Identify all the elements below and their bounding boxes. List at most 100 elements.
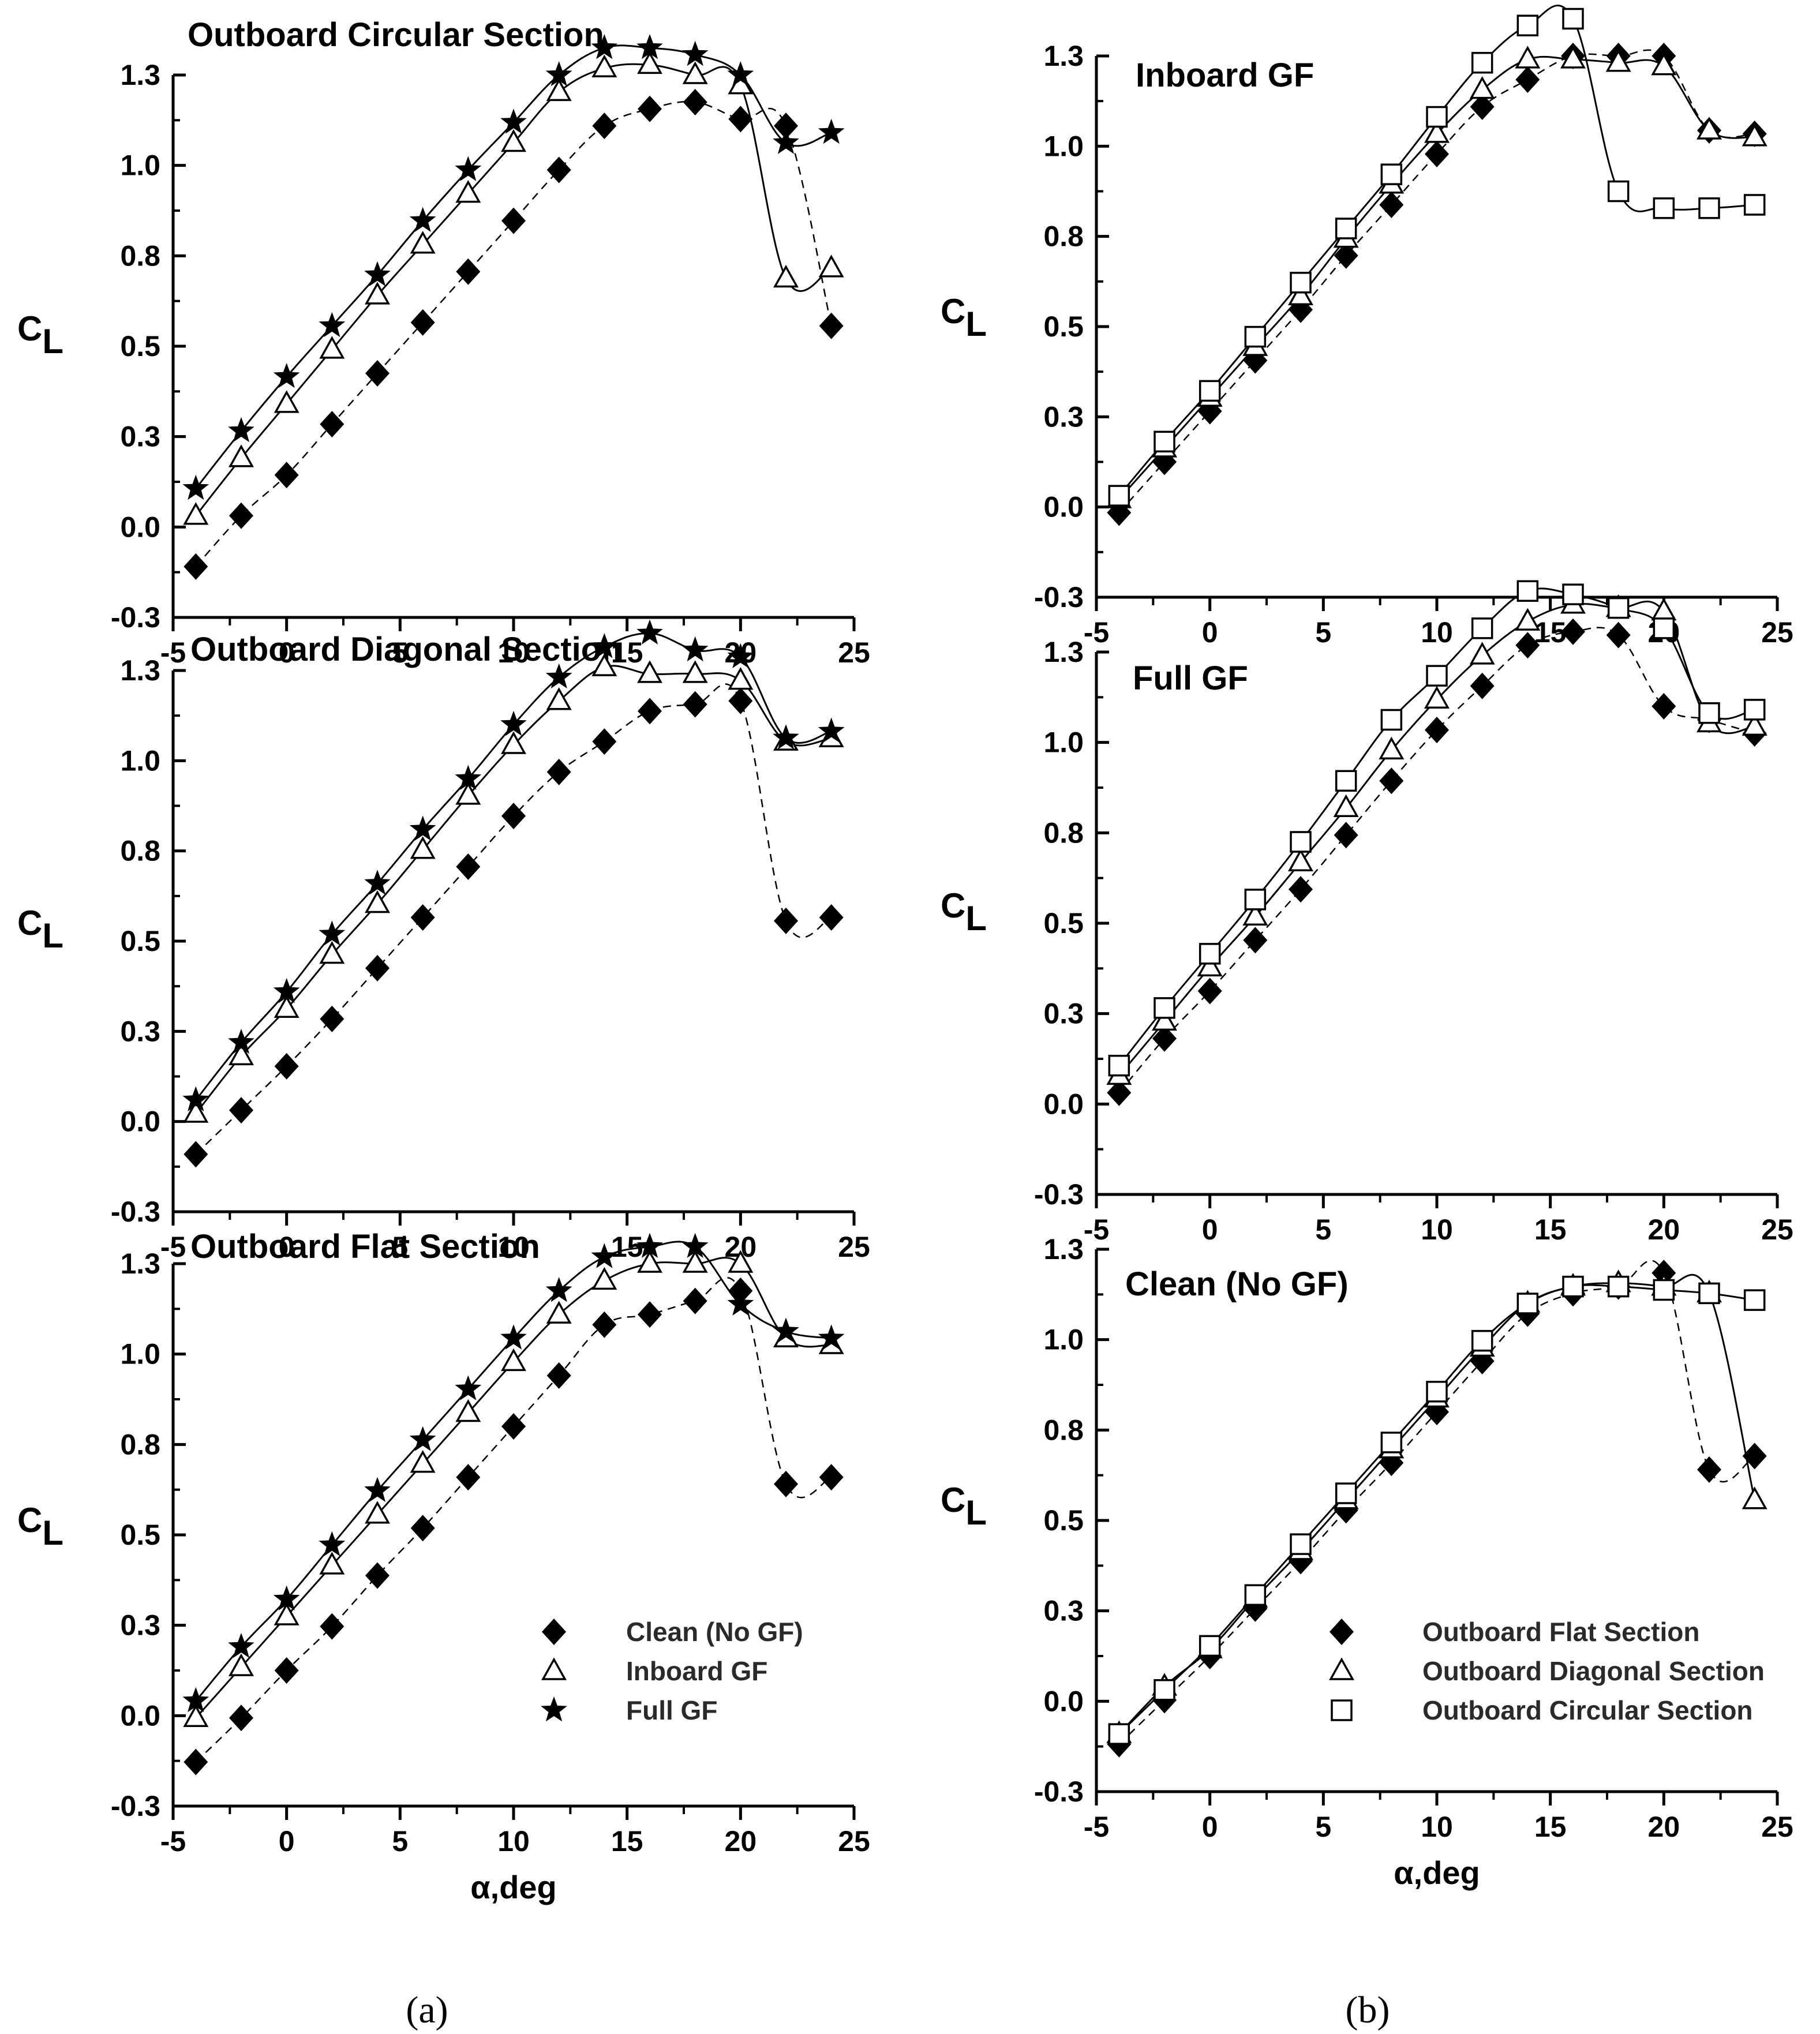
data-point <box>1698 1282 1720 1305</box>
data-point <box>456 1464 481 1491</box>
data-point <box>455 180 481 203</box>
data-point <box>273 362 300 388</box>
data-point <box>682 660 708 683</box>
data-point <box>1288 848 1313 871</box>
data-point <box>228 1632 254 1658</box>
data-point <box>1607 597 1630 619</box>
data-point <box>1607 1275 1630 1298</box>
data-point <box>1471 1329 1493 1352</box>
x-tick-label: 20 <box>725 1825 757 1857</box>
y-tick-label: 0.0 <box>120 1106 160 1138</box>
data-point <box>1471 617 1493 639</box>
data-point <box>455 1399 481 1422</box>
data-point <box>1426 665 1448 687</box>
data-point <box>229 502 253 529</box>
data-point <box>409 207 436 232</box>
data-point <box>273 1585 300 1610</box>
data-point <box>1743 1289 1766 1311</box>
data-point <box>546 1362 571 1389</box>
x-tick-label: 20 <box>1648 1811 1680 1843</box>
data-point <box>1290 831 1312 853</box>
chart-title: Outboard Diagonal Section <box>190 631 622 668</box>
x-tick-label: 15 <box>611 1231 643 1263</box>
data-point <box>592 728 617 755</box>
y-tick-label: 0.5 <box>120 1519 160 1551</box>
data-point <box>727 1290 754 1316</box>
chart-title: Outboard Flat Section <box>190 1228 540 1265</box>
data-point <box>636 1233 663 1258</box>
data-point <box>1424 120 1450 143</box>
data-point <box>273 977 300 1003</box>
data-point <box>728 667 754 690</box>
data-point <box>1289 876 1313 903</box>
y-tick-label: -0.3 <box>1034 1178 1084 1211</box>
data-point <box>183 1100 209 1123</box>
series-outboard-circular-section <box>1108 1275 1766 1745</box>
y-tick-label: 0.5 <box>120 925 160 957</box>
x-tick-label: 0 <box>1202 616 1218 649</box>
data-point <box>456 853 481 881</box>
data-point <box>500 710 527 736</box>
data-point <box>818 717 845 743</box>
series-full-gf <box>182 619 845 1111</box>
data-point <box>683 691 707 718</box>
data-point <box>1698 702 1720 724</box>
data-point <box>1335 218 1357 239</box>
series-line <box>195 683 832 1155</box>
legend-label: Outboard Circular Section <box>1422 1695 1753 1725</box>
data-point <box>638 1301 662 1328</box>
data-point <box>1742 713 1767 736</box>
chart-outboard-circular: -0.30.00.30.50.81.01.3-50510152025Outboa… <box>17 16 870 669</box>
y-tick-label: 0.8 <box>120 835 160 867</box>
y-tick-label: 1.0 <box>1043 130 1084 162</box>
x-tick-label: 0 <box>279 636 295 669</box>
data-point <box>184 553 208 580</box>
y-tick-label: 0.0 <box>1043 491 1084 523</box>
data-point <box>1154 1679 1175 1701</box>
data-point <box>1651 597 1677 621</box>
data-point <box>683 89 707 115</box>
data-point <box>1470 672 1495 699</box>
chart-outboard-diagonal: -0.30.00.30.50.81.01.3-5 0 5 10 15 20 25Outboa… <box>17 619 870 1263</box>
chart-title: Clean (No GF) <box>1125 1265 1349 1303</box>
data-point <box>455 1375 482 1400</box>
data-point <box>1515 66 1540 93</box>
series-line <box>1118 55 1755 500</box>
data-point <box>773 129 799 154</box>
data-point <box>500 108 527 134</box>
x-tick-label: 0 <box>279 1825 295 1857</box>
data-point <box>774 907 798 934</box>
x-tick-label: 15 <box>1534 616 1567 649</box>
y-tick-label: 1.3 <box>120 59 160 91</box>
data-point <box>274 390 299 413</box>
chart-title: Full GF <box>1133 660 1248 697</box>
y-axis-label: CL <box>17 309 63 361</box>
data-point <box>1199 380 1221 402</box>
data-point <box>183 502 209 525</box>
x-axis-label: α,deg <box>1394 1855 1480 1891</box>
data-point <box>591 34 618 59</box>
data-point <box>1333 794 1359 817</box>
chart-outboard-flat: -0.30.00.30.50.81.01.3-5 0 5 10 15 20 25Outboa… <box>17 1228 870 1905</box>
data-point <box>1380 1432 1403 1454</box>
data-point <box>229 1097 253 1124</box>
x-axis-label: α,deg <box>470 1869 557 1905</box>
data-point <box>1742 1486 1767 1509</box>
x-tick-label: 5 <box>392 1825 408 1857</box>
data-point <box>1154 997 1175 1019</box>
series-clean-no-gf <box>184 89 844 580</box>
data-point <box>409 815 436 841</box>
data-point <box>818 118 845 144</box>
series-line <box>195 1241 832 1702</box>
data-point <box>1697 117 1722 140</box>
data-point <box>455 765 482 790</box>
data-point <box>1197 953 1223 977</box>
series-outboard-circular-section <box>1108 580 1766 1077</box>
data-point <box>1653 617 1675 639</box>
data-point <box>819 312 844 339</box>
data-point <box>274 995 299 1018</box>
y-tick-label: 0.3 <box>120 1609 160 1642</box>
y-tick-label: 0.5 <box>1043 310 1084 343</box>
data-point <box>728 106 753 133</box>
data-point <box>182 474 209 500</box>
